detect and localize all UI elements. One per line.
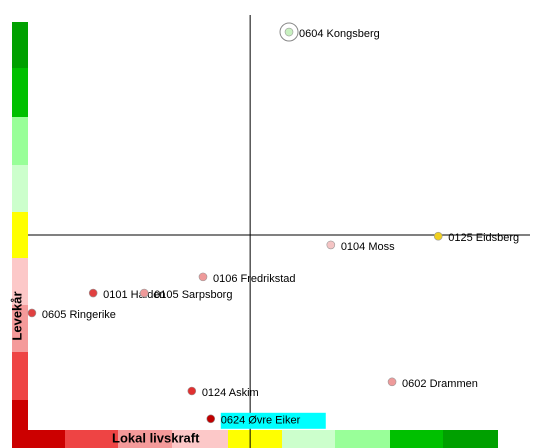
y-scale-segment [12, 22, 28, 68]
x-scale-segment [443, 430, 498, 448]
point [206, 414, 216, 424]
y-scale-segment [12, 400, 28, 430]
x-axis-title: Lokal livskraft [112, 430, 200, 445]
x-scale-segment [12, 430, 65, 448]
point-label: 0104 Moss [341, 241, 395, 253]
point-label: 0106 Fredrikstad [213, 273, 296, 285]
point-label: 0125 Eidsberg [448, 232, 519, 244]
label-highlight [220, 412, 326, 429]
selection-ring [279, 22, 299, 42]
point-label: 0105 Sarpsborg [154, 289, 232, 301]
point [27, 308, 37, 318]
y-axis-title: Levekår [9, 291, 24, 340]
point [326, 240, 336, 250]
y-scale-segment [12, 258, 28, 305]
point-label: 0602 Drammen [402, 378, 478, 390]
point [433, 231, 443, 241]
point-label: 0624 Øvre Eiker [221, 415, 301, 427]
y-scale-segment [12, 117, 28, 165]
y-scale-segment [12, 352, 28, 400]
x-scale-segment [118, 430, 172, 448]
point [187, 386, 197, 396]
x-scale-segment [335, 430, 390, 448]
point-label: 0101 Halden [103, 289, 165, 301]
point [198, 272, 208, 282]
point [139, 288, 149, 298]
point-label: 0605 Ringerike [42, 309, 116, 321]
point-label: 0604 Kongsberg [299, 28, 380, 40]
point [387, 377, 397, 387]
point [88, 288, 98, 298]
x-scale-segment [282, 430, 335, 448]
x-scale-segment [390, 430, 443, 448]
point [284, 27, 294, 37]
x-scale-segment [65, 430, 118, 448]
point-label: 0124 Askim [202, 387, 259, 399]
y-scale-segment [12, 165, 28, 212]
x-scale-segment [228, 430, 282, 448]
x-scale-segment [172, 430, 228, 448]
y-scale-segment [12, 68, 28, 117]
y-scale-segment [12, 305, 28, 352]
y-scale-segment [12, 212, 28, 258]
